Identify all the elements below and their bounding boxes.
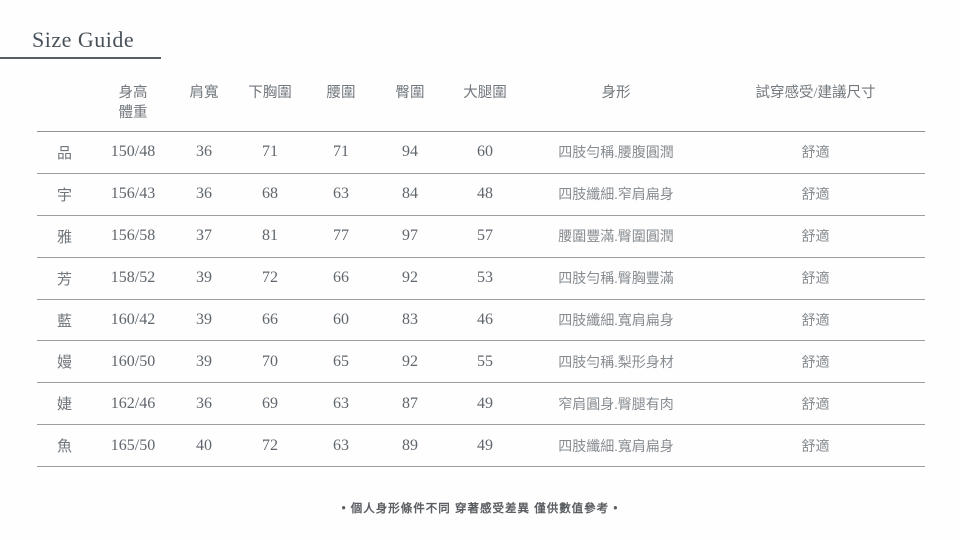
fit-note-cell: 舒適 xyxy=(706,340,925,384)
hip-cell: 92 xyxy=(376,257,444,300)
fit-note-cell: 舒適 xyxy=(706,257,925,300)
thigh-cell: 48 xyxy=(444,173,526,216)
table-row: 婕 162/46 36 69 63 87 49 窄肩圓身.臀腿有肉 舒適 xyxy=(37,382,925,426)
shoulder-cell: 39 xyxy=(174,340,234,384)
hip-cell: 89 xyxy=(376,424,444,468)
table-row: 品 150/48 36 71 71 94 60 四肢勻稱.腰腹圓潤 舒適 xyxy=(37,131,925,174)
body-shape-cell: 窄肩圓身.臀腿有肉 xyxy=(526,382,706,426)
title-underline xyxy=(0,57,161,59)
column-header: 肩寬 xyxy=(174,70,234,132)
page-title: Size Guide xyxy=(32,27,135,52)
waist-cell: 77 xyxy=(306,215,376,258)
under-bust-cell: 81 xyxy=(234,215,306,258)
height-weight-cell: 156/58 xyxy=(92,215,174,258)
fit-note-cell: 舒適 xyxy=(706,173,925,216)
shoulder-cell: 37 xyxy=(174,215,234,258)
size-guide-table: 身高 體重 肩寬 下胸圍 腰圍 臀圍 大腿圍 身形 試穿感受/建議尺寸 品 150/48 36 71… xyxy=(37,70,925,468)
waist-cell: 65 xyxy=(306,340,376,384)
shoulder-cell: 36 xyxy=(174,382,234,426)
shoulder-cell: 39 xyxy=(174,299,234,342)
fit-note-cell: 舒適 xyxy=(706,382,925,426)
shoulder-cell: 36 xyxy=(174,131,234,174)
shoulder-cell: 39 xyxy=(174,257,234,300)
row-name-cell: 嫚 xyxy=(37,340,92,384)
column-header: 大腿圍 xyxy=(444,70,526,132)
column-header: 身形 xyxy=(526,70,706,132)
body-shape-cell: 四肢勻稱.梨形身材 xyxy=(526,340,706,384)
row-name-cell: 芳 xyxy=(37,257,92,300)
height-weight-cell: 160/42 xyxy=(92,299,174,342)
under-bust-cell: 66 xyxy=(234,299,306,342)
row-name-cell: 藍 xyxy=(37,299,92,342)
table-row: 芳 158/52 39 72 66 92 53 四肢勻稱.臀胸豐滿 舒適 xyxy=(37,257,925,300)
thigh-cell: 53 xyxy=(444,257,526,300)
column-header: 臀圍 xyxy=(376,70,444,132)
column-header: 下胸圍 xyxy=(234,70,306,132)
row-name-cell: 婕 xyxy=(37,382,92,426)
hip-cell: 83 xyxy=(376,299,444,342)
hip-cell: 92 xyxy=(376,340,444,384)
body-shape-cell: 腰圍豐滿.臀圍圓潤 xyxy=(526,215,706,258)
fit-note-cell: 舒適 xyxy=(706,424,925,468)
body-shape-cell: 四肢勻稱.腰腹圓潤 xyxy=(526,131,706,174)
height-weight-cell: 150/48 xyxy=(92,131,174,174)
body-shape-cell: 四肢纖細.窄肩扁身 xyxy=(526,173,706,216)
height-weight-cell: 162/46 xyxy=(92,382,174,426)
height-weight-cell: 160/50 xyxy=(92,340,174,384)
fit-note-cell: 舒適 xyxy=(706,131,925,174)
fit-note-cell: 舒適 xyxy=(706,299,925,342)
thigh-cell: 57 xyxy=(444,215,526,258)
body-shape-cell: 四肢勻稱.臀胸豐滿 xyxy=(526,257,706,300)
hip-cell: 87 xyxy=(376,382,444,426)
column-header: 試穿感受/建議尺寸 xyxy=(706,70,925,132)
waist-cell: 63 xyxy=(306,424,376,468)
column-header: 腰圍 xyxy=(306,70,376,132)
row-name-cell: 魚 xyxy=(37,424,92,468)
table-row: 魚 165/50 40 72 63 89 49 四肢纖細.寬肩扁身 舒適 xyxy=(37,424,925,468)
row-name-cell: 品 xyxy=(37,131,92,174)
row-name-cell: 宇 xyxy=(37,173,92,216)
table-header-row: 身高 體重 肩寬 下胸圍 腰圍 臀圍 大腿圍 身形 試穿感受/建議尺寸 xyxy=(37,70,925,132)
waist-cell: 63 xyxy=(306,382,376,426)
shoulder-cell: 36 xyxy=(174,173,234,216)
shoulder-cell: 40 xyxy=(174,424,234,468)
row-name-cell: 雅 xyxy=(37,215,92,258)
waist-cell: 66 xyxy=(306,257,376,300)
table-row: 嫚 160/50 39 70 65 92 55 四肢勻稱.梨形身材 舒適 xyxy=(37,340,925,384)
under-bust-cell: 68 xyxy=(234,173,306,216)
column-header xyxy=(37,70,92,132)
under-bust-cell: 72 xyxy=(234,257,306,300)
table-row: 雅 156/58 37 81 77 97 57 腰圍豐滿.臀圍圓潤 舒適 xyxy=(37,215,925,258)
under-bust-cell: 69 xyxy=(234,382,306,426)
hip-cell: 94 xyxy=(376,131,444,174)
height-weight-cell: 158/52 xyxy=(92,257,174,300)
hip-cell: 97 xyxy=(376,215,444,258)
thigh-cell: 60 xyxy=(444,131,526,174)
thigh-cell: 55 xyxy=(444,340,526,384)
under-bust-cell: 70 xyxy=(234,340,306,384)
table-row: 藍 160/42 39 66 60 83 46 四肢纖細.寬肩扁身 舒適 xyxy=(37,299,925,342)
footer-disclaimer: • 個人身形條件不同 穿著感受差異 僅供數值參考 • xyxy=(341,503,619,515)
body-shape-cell: 四肢纖細.寬肩扁身 xyxy=(526,424,706,468)
waist-cell: 71 xyxy=(306,131,376,174)
hip-cell: 84 xyxy=(376,173,444,216)
thigh-cell: 46 xyxy=(444,299,526,342)
height-weight-cell: 156/43 xyxy=(92,173,174,216)
under-bust-cell: 72 xyxy=(234,424,306,468)
thigh-cell: 49 xyxy=(444,382,526,426)
table-row: 宇 156/43 36 68 63 84 48 四肢纖細.窄肩扁身 舒適 xyxy=(37,173,925,216)
height-weight-cell: 165/50 xyxy=(92,424,174,468)
column-header: 身高 體重 xyxy=(92,70,174,132)
thigh-cell: 49 xyxy=(444,424,526,468)
body-shape-cell: 四肢纖細.寬肩扁身 xyxy=(526,299,706,342)
under-bust-cell: 71 xyxy=(234,131,306,174)
waist-cell: 60 xyxy=(306,299,376,342)
fit-note-cell: 舒適 xyxy=(706,215,925,258)
waist-cell: 63 xyxy=(306,173,376,216)
